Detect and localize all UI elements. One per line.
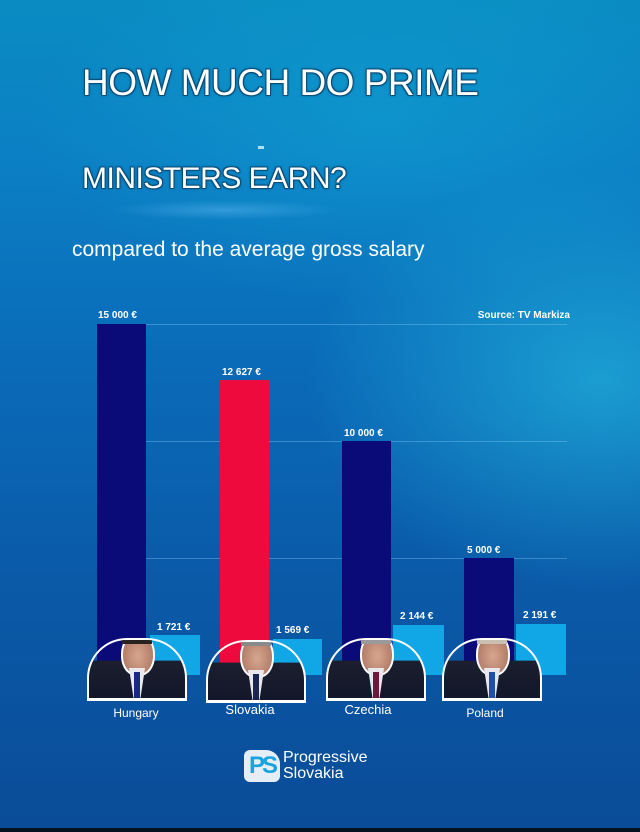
logo-line-2: Slovakia — [283, 765, 344, 782]
source-note: Source: TV Markiza — [477, 310, 570, 321]
country-label-poland: Poland — [466, 706, 504, 720]
portrait-tie — [489, 672, 495, 698]
portrait-head — [240, 642, 274, 678]
ps-logo-icon: PS — [244, 750, 280, 782]
gridline-5000 — [97, 558, 567, 559]
portrait-hair — [241, 642, 271, 646]
avg-salary-label-czechia: 2 144 € — [400, 611, 434, 622]
gridline-10000 — [97, 441, 567, 442]
portrait-tie — [373, 672, 379, 698]
avg-salary-label-poland: 2 191 € — [523, 610, 557, 621]
blurred-text-artifact — [110, 200, 340, 220]
pm-salary-bar-slovakia — [220, 380, 269, 675]
logo-line-1: Progressive — [283, 749, 368, 766]
pm-salary-bar-czechia — [342, 441, 391, 675]
portrait-hair — [122, 640, 152, 644]
pm-salary-label-poland: 5 000 € — [467, 545, 501, 556]
portrait-tie — [134, 672, 140, 698]
portrait-tie — [253, 674, 259, 700]
avg-salary-label-hungary: 1 721 € — [157, 622, 191, 633]
pm-salary-bar-hungary — [97, 324, 146, 675]
pm-salary-label-czechia: 10 000 € — [344, 428, 383, 439]
subtitle: compared to the average gross salary — [72, 238, 425, 261]
title-line-1: HOW MUCH DO PRIME — [82, 62, 479, 103]
portrait-poland-pm — [442, 638, 542, 701]
progressive-slovakia-logo: PS Progressive Slovakia — [244, 750, 367, 782]
bottom-edge — [0, 828, 640, 832]
portrait-slovakia-pm — [206, 640, 306, 703]
portrait-hungary-pm — [87, 638, 187, 701]
avg-salary-label-slovakia: 1 569 € — [276, 625, 310, 636]
logo-wordmark: Progressive Slovakia — [283, 750, 367, 782]
country-label-czechia: Czechia — [344, 702, 392, 717]
country-label-hungary: Hungary — [113, 706, 159, 720]
country-label-slovakia: Slovakia — [225, 702, 275, 717]
portrait-hair — [361, 640, 391, 644]
pm-salary-label-hungary: 15 000 € — [98, 310, 137, 321]
decorative-dash — [258, 146, 264, 149]
gridline-15000 — [97, 324, 567, 325]
pm-salary-label-slovakia: 12 627 € — [222, 367, 261, 378]
portrait-czechia-pm — [326, 638, 426, 701]
portrait-hair — [477, 640, 507, 644]
title-line-2: MINISTERS EARN? — [82, 162, 347, 195]
